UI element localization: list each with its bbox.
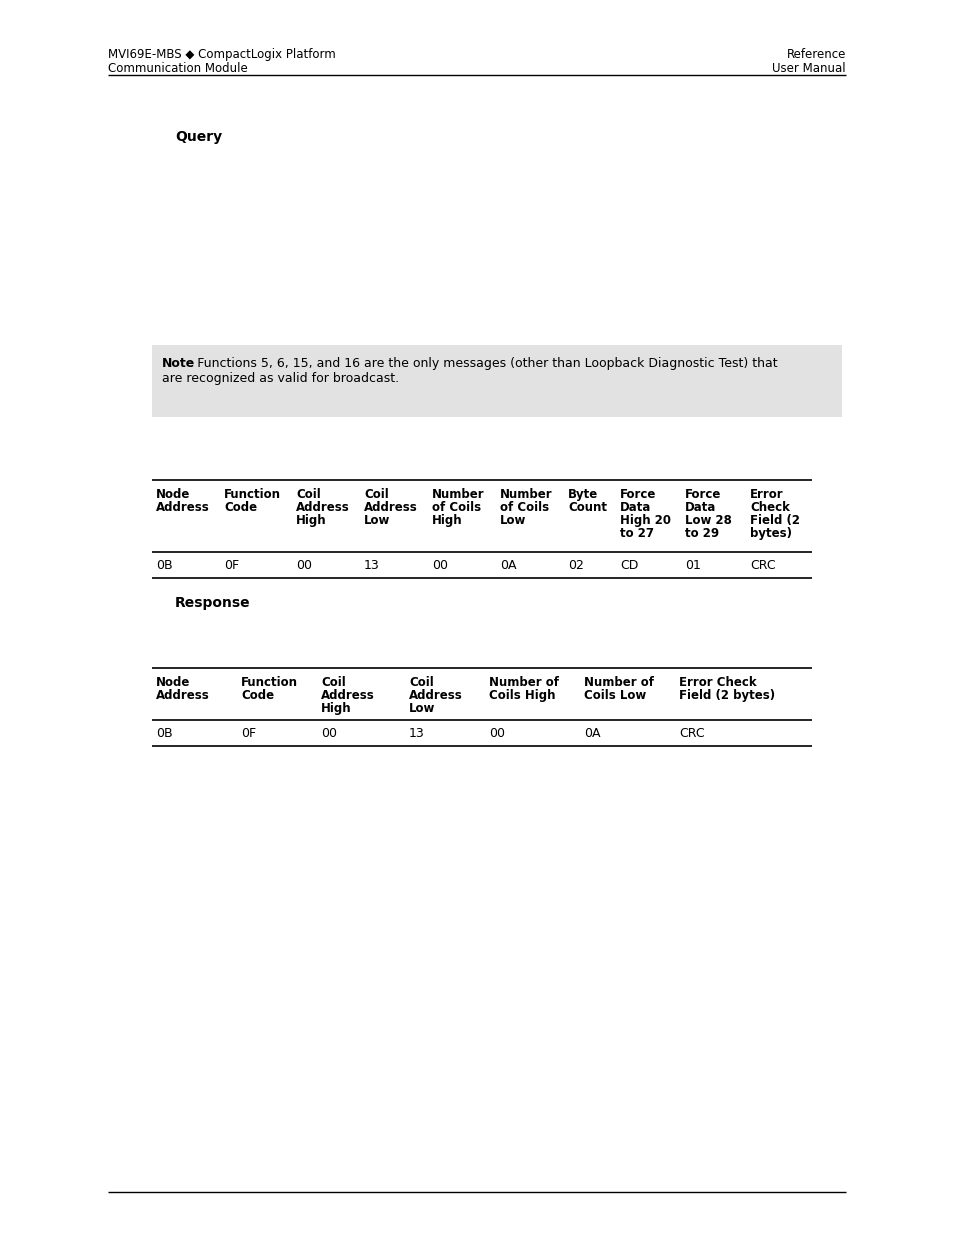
Text: CRC: CRC <box>679 727 704 740</box>
Text: of Coils: of Coils <box>499 501 549 514</box>
Text: Force: Force <box>684 488 720 501</box>
Text: bytes): bytes) <box>749 527 791 540</box>
Text: 00: 00 <box>489 727 504 740</box>
Text: Low: Low <box>364 514 390 527</box>
Text: Low 28: Low 28 <box>684 514 731 527</box>
Text: Query: Query <box>174 130 222 144</box>
Text: Address: Address <box>364 501 417 514</box>
Text: MVI69E-MBS ◆ CompactLogix Platform: MVI69E-MBS ◆ CompactLogix Platform <box>108 48 335 61</box>
Text: 0F: 0F <box>224 559 239 572</box>
Text: Count: Count <box>567 501 606 514</box>
Text: Field (2 bytes): Field (2 bytes) <box>679 689 774 701</box>
Text: Data: Data <box>619 501 651 514</box>
Text: Coil: Coil <box>295 488 320 501</box>
Text: 00: 00 <box>295 559 312 572</box>
Text: to 29: to 29 <box>684 527 719 540</box>
Text: 0A: 0A <box>583 727 599 740</box>
Text: Number of: Number of <box>583 676 654 689</box>
Text: Communication Module: Communication Module <box>108 62 248 75</box>
Text: Address: Address <box>320 689 375 701</box>
Text: Address: Address <box>156 501 210 514</box>
Text: 13: 13 <box>409 727 424 740</box>
Text: Coils High: Coils High <box>489 689 555 701</box>
Text: 02: 02 <box>567 559 583 572</box>
Text: 0A: 0A <box>499 559 516 572</box>
Text: Code: Code <box>224 501 257 514</box>
Text: Coils Low: Coils Low <box>583 689 645 701</box>
Text: Function: Function <box>241 676 297 689</box>
Text: High: High <box>320 701 352 715</box>
Text: 13: 13 <box>364 559 379 572</box>
Text: High: High <box>295 514 326 527</box>
Text: Force: Force <box>619 488 656 501</box>
Text: CRC: CRC <box>749 559 775 572</box>
Text: 0B: 0B <box>156 727 172 740</box>
Text: Coil: Coil <box>320 676 345 689</box>
Text: to 27: to 27 <box>619 527 654 540</box>
Text: Reference: Reference <box>786 48 845 61</box>
Text: : Functions 5, 6, 15, and 16 are the only messages (other than Loopback Diagnost: : Functions 5, 6, 15, and 16 are the onl… <box>189 357 777 370</box>
Text: Coil: Coil <box>409 676 434 689</box>
Text: CD: CD <box>619 559 638 572</box>
Text: Number: Number <box>432 488 484 501</box>
Text: 01: 01 <box>684 559 700 572</box>
Text: Response: Response <box>174 597 251 610</box>
Text: Low: Low <box>409 701 435 715</box>
FancyBboxPatch shape <box>152 345 841 417</box>
Text: High 20: High 20 <box>619 514 670 527</box>
Text: High: High <box>432 514 462 527</box>
Text: Function: Function <box>224 488 281 501</box>
Text: Number: Number <box>499 488 552 501</box>
Text: Code: Code <box>241 689 274 701</box>
Text: Field (2: Field (2 <box>749 514 800 527</box>
Text: User Manual: User Manual <box>772 62 845 75</box>
Text: Address: Address <box>295 501 350 514</box>
Text: Check: Check <box>749 501 789 514</box>
Text: 00: 00 <box>320 727 336 740</box>
Text: Coil: Coil <box>364 488 388 501</box>
Text: of Coils: of Coils <box>432 501 480 514</box>
Text: are recognized as valid for broadcast.: are recognized as valid for broadcast. <box>162 372 398 385</box>
Text: Error: Error <box>749 488 782 501</box>
Text: Error Check: Error Check <box>679 676 756 689</box>
Text: Note: Note <box>162 357 195 370</box>
Text: Data: Data <box>684 501 716 514</box>
Text: Byte: Byte <box>567 488 598 501</box>
Text: 0F: 0F <box>241 727 255 740</box>
Text: Address: Address <box>409 689 462 701</box>
Text: Number of: Number of <box>489 676 558 689</box>
Text: 0B: 0B <box>156 559 172 572</box>
Text: 00: 00 <box>432 559 448 572</box>
Text: Low: Low <box>499 514 526 527</box>
Text: Address: Address <box>156 689 210 701</box>
Text: Node: Node <box>156 488 191 501</box>
Text: Node: Node <box>156 676 191 689</box>
